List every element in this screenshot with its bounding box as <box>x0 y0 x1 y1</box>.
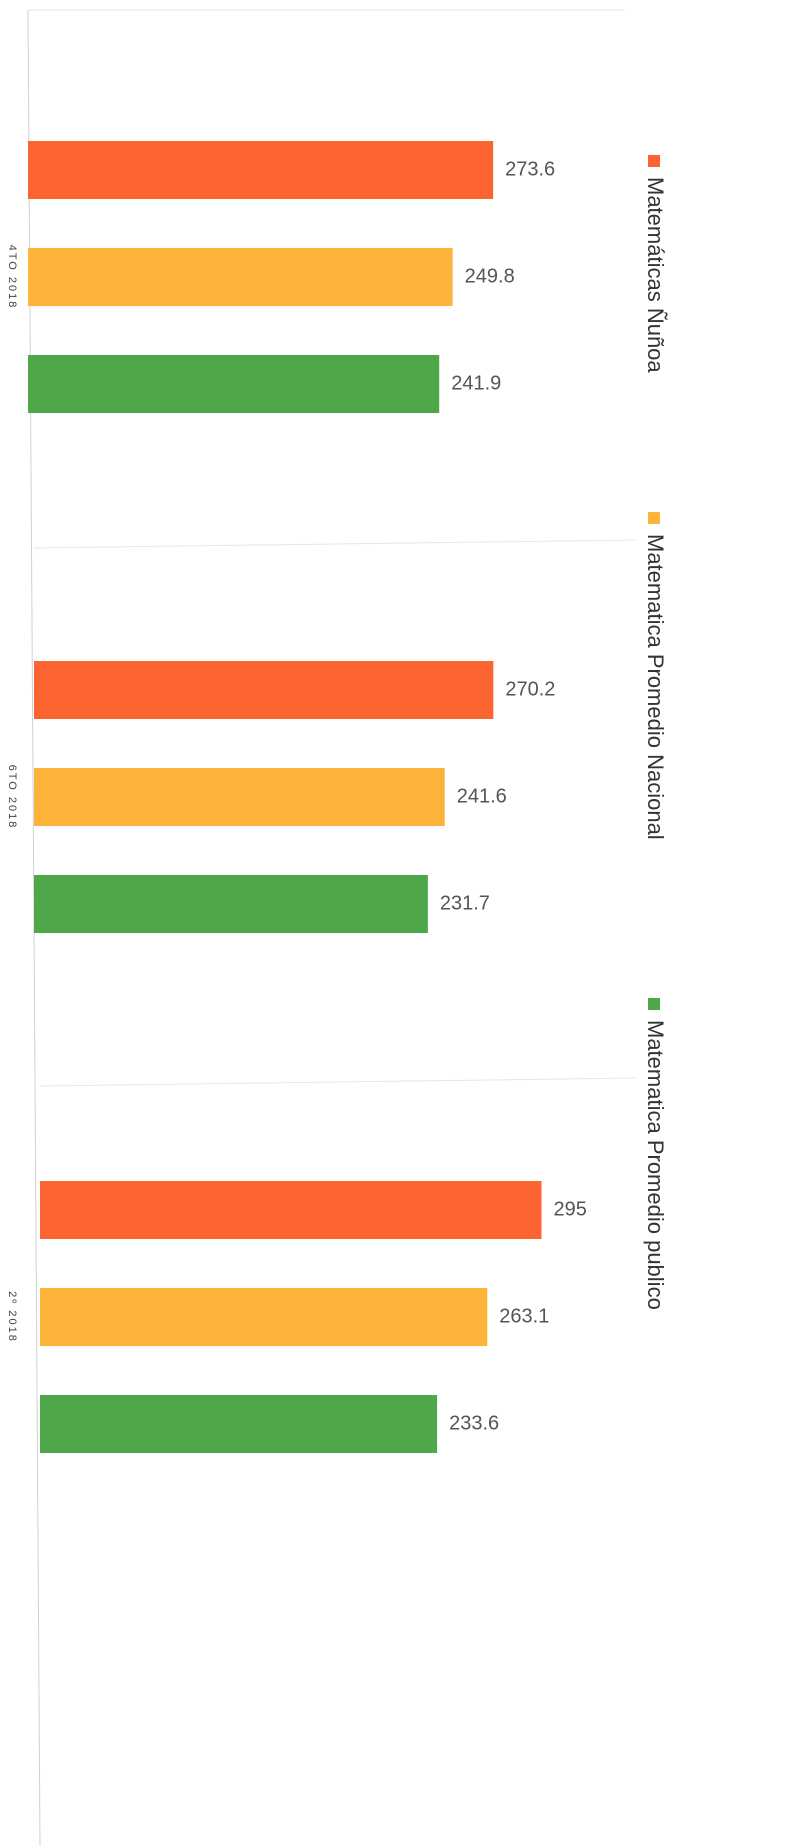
data-label: 241.9 <box>451 372 501 394</box>
legend-swatch <box>648 512 660 524</box>
category-label: 6TO 2018 <box>6 765 18 830</box>
data-label: 241.6 <box>457 785 507 807</box>
bar <box>34 875 428 933</box>
bar <box>34 768 445 826</box>
bar <box>28 141 494 199</box>
data-label: 270.2 <box>505 678 555 700</box>
data-label: 263.1 <box>499 1305 549 1327</box>
bar <box>40 1288 488 1346</box>
category-separator <box>39 1077 636 1087</box>
bar <box>28 355 440 413</box>
legend-label: Matematica Promedio Nacional <box>643 534 668 840</box>
bar <box>28 248 453 306</box>
data-label: 295 <box>554 1198 587 1220</box>
category-separator <box>33 539 636 549</box>
legend-label: Matemáticas Ñuñoa <box>643 177 668 373</box>
legend-swatch <box>648 155 660 167</box>
legend-label: Matematica Promedio publico <box>643 1020 668 1310</box>
bar <box>40 1395 438 1453</box>
bar <box>34 661 494 719</box>
legend-swatch <box>648 998 660 1010</box>
category-label: 4TO 2018 <box>6 245 18 310</box>
data-label: 233.6 <box>449 1412 499 1434</box>
data-label: 249.8 <box>465 265 515 287</box>
data-label: 273.6 <box>505 158 555 180</box>
data-label: 231.7 <box>440 892 490 914</box>
bar <box>40 1181 542 1239</box>
category-label: 2º 2018 <box>6 1291 18 1343</box>
